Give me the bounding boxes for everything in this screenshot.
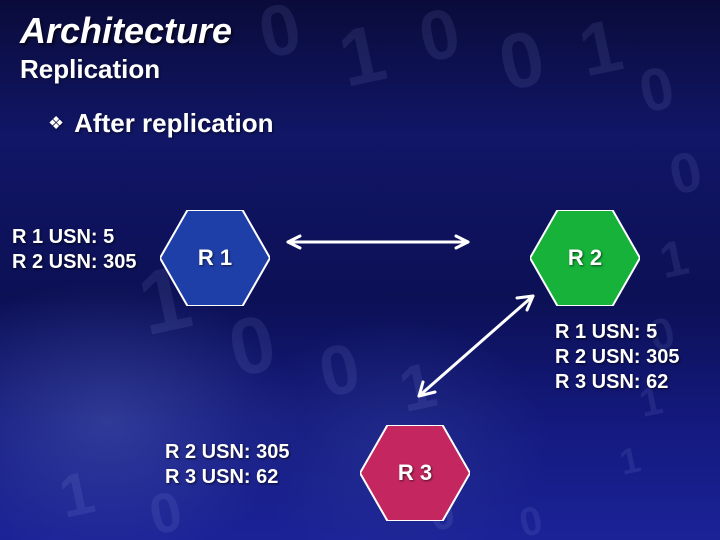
- bullet-icon: ❖: [48, 113, 64, 134]
- node-r1-label: R 1: [160, 210, 270, 306]
- slide-subtitle: Replication: [20, 54, 160, 85]
- arrow-r2-r3: [405, 288, 545, 408]
- slide-title: Architecture: [20, 10, 232, 52]
- r3-usn-block: R 2 USN: 305 R 3 USN: 62: [165, 440, 290, 490]
- r2-usn-line: R 3 USN: 62: [555, 370, 680, 395]
- node-r3: R 3: [360, 425, 470, 521]
- r1-usn-line: R 1 USN: 5: [12, 225, 137, 250]
- node-r1: R 1: [160, 210, 270, 306]
- r3-usn-line: R 2 USN: 305: [165, 440, 290, 465]
- node-r2: R 2: [530, 210, 640, 306]
- r2-usn-line: R 2 USN: 305: [555, 345, 680, 370]
- r3-usn-line: R 3 USN: 62: [165, 465, 290, 490]
- arrow-r1-r2: [268, 232, 478, 252]
- r2-usn-line: R 1 USN: 5: [555, 320, 680, 345]
- r1-usn-line: R 2 USN: 305: [12, 250, 137, 275]
- node-r3-label: R 3: [360, 425, 470, 521]
- bullet-text: After replication: [74, 108, 273, 139]
- r2-usn-block: R 1 USN: 5 R 2 USN: 305 R 3 USN: 62: [555, 320, 680, 395]
- r1-usn-block: R 1 USN: 5 R 2 USN: 305: [12, 225, 137, 275]
- node-r2-label: R 2: [530, 210, 640, 306]
